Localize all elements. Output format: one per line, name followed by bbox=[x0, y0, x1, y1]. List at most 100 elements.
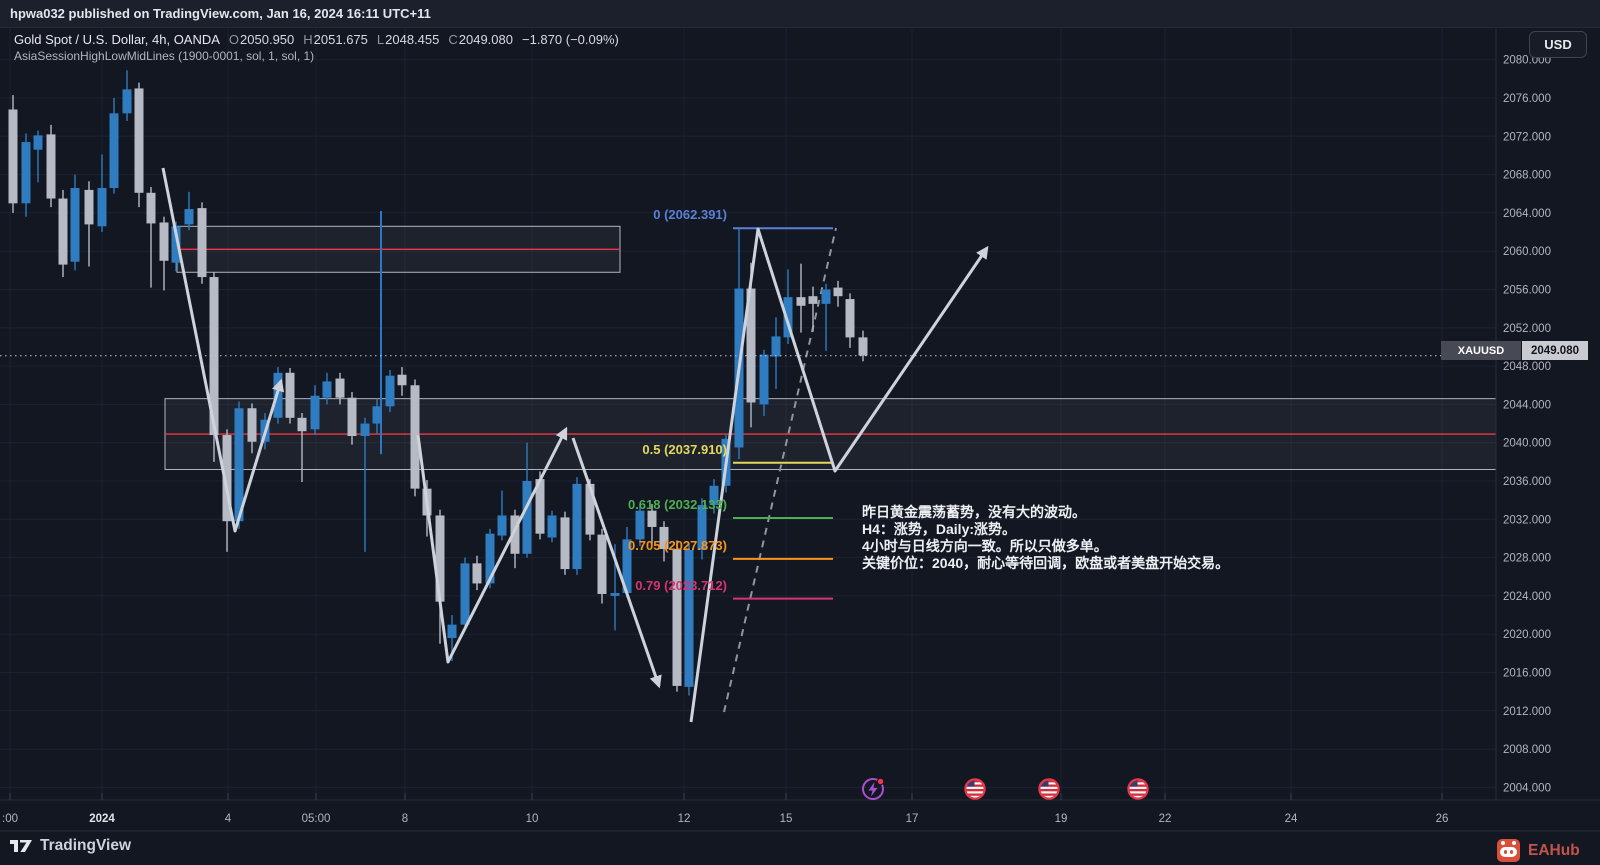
svg-text:2004.000: 2004.000 bbox=[1503, 782, 1551, 794]
candle bbox=[247, 408, 257, 442]
ohlc-low: L2048.455 bbox=[376, 32, 440, 47]
candle bbox=[572, 483, 582, 570]
svg-text:2032.000: 2032.000 bbox=[1503, 514, 1551, 526]
candle bbox=[146, 192, 156, 224]
svg-text:19: 19 bbox=[1055, 813, 1068, 825]
tradingview-logo[interactable]: TradingView bbox=[10, 837, 131, 855]
candle bbox=[547, 515, 557, 538]
svg-text:12: 12 bbox=[678, 813, 691, 825]
candle bbox=[635, 510, 645, 540]
indicator-row[interactable]: AsiaSessionHighLowMidLines (1900-0001, s… bbox=[14, 49, 315, 63]
us-economic-event-icon[interactable] bbox=[964, 778, 986, 800]
svg-text:17: 17 bbox=[906, 813, 919, 825]
economic-event-flash-icon[interactable] bbox=[862, 777, 885, 800]
candle bbox=[672, 548, 682, 686]
price-axis[interactable]: 2080.000 2076.000 2072.000 2068.000 2064.000… bbox=[1503, 55, 1551, 795]
time-axis[interactable]: :00 2024 4 05:00 8 10 12 15 17 19 22 24 26 bbox=[2, 793, 1448, 825]
candle bbox=[234, 408, 244, 522]
candle bbox=[134, 88, 144, 193]
last-price-symbol-tag: XAUUSD bbox=[1441, 341, 1521, 360]
candle bbox=[510, 515, 520, 554]
candle bbox=[709, 485, 719, 505]
candle bbox=[46, 134, 56, 199]
candle bbox=[833, 287, 843, 297]
candle bbox=[659, 526, 669, 549]
analysis-annotation[interactable]: 昨日黄金震荡蓄势，没有大的波动。 H4：涨势，Daily:涨势。 4小时与日线方… bbox=[862, 504, 1229, 572]
candle bbox=[783, 297, 793, 338]
candle bbox=[335, 378, 345, 398]
symbol-header[interactable]: Gold Spot / U.S. Dollar, 4h, OANDA O2050… bbox=[14, 32, 619, 47]
candle bbox=[585, 483, 595, 535]
svg-text:2040.000: 2040.000 bbox=[1503, 438, 1551, 450]
svg-text:10: 10 bbox=[526, 813, 539, 825]
candle bbox=[70, 188, 80, 262]
candle bbox=[360, 423, 370, 436]
candle bbox=[33, 135, 43, 150]
trend-arrow[interactable] bbox=[161, 167, 285, 533]
candle bbox=[197, 208, 207, 278]
tradingview-logo-icon bbox=[10, 840, 32, 852]
candle bbox=[310, 395, 320, 430]
svg-text:2080.000: 2080.000 bbox=[1503, 55, 1551, 67]
eahub-robot-icon bbox=[1497, 839, 1520, 862]
fib-level-label[interactable]: 0.79 (2023.712) bbox=[635, 577, 727, 593]
ohlc-close: C2049.080 bbox=[448, 32, 513, 47]
trend-arrow[interactable] bbox=[571, 437, 662, 689]
candle bbox=[684, 549, 694, 687]
publish-bar: hpwa032 published on TradingView.com, Ja… bbox=[0, 0, 1600, 28]
us-economic-event-icon[interactable] bbox=[1127, 778, 1149, 800]
us-economic-event-icon[interactable] bbox=[1038, 778, 1060, 800]
candle bbox=[372, 406, 382, 424]
candle bbox=[771, 336, 781, 357]
svg-text:24: 24 bbox=[1285, 813, 1298, 825]
candle bbox=[410, 385, 420, 489]
svg-text:05:00: 05:00 bbox=[302, 813, 331, 825]
svg-text:8: 8 bbox=[402, 813, 408, 825]
candle bbox=[184, 209, 194, 225]
candle bbox=[597, 534, 607, 594]
currency-toggle-button[interactable]: USD bbox=[1529, 31, 1587, 58]
svg-text:2024.000: 2024.000 bbox=[1503, 591, 1551, 603]
candle bbox=[322, 381, 332, 398]
candle bbox=[385, 375, 395, 407]
svg-text:2024: 2024 bbox=[89, 813, 115, 825]
candle bbox=[159, 222, 169, 261]
trend-arrow[interactable] bbox=[689, 227, 989, 723]
svg-text:4: 4 bbox=[225, 813, 232, 825]
candle bbox=[84, 189, 94, 225]
svg-text::00: :00 bbox=[2, 813, 18, 825]
candle bbox=[447, 624, 457, 639]
svg-text:2012.000: 2012.000 bbox=[1503, 706, 1551, 718]
candle bbox=[21, 142, 31, 204]
fib-level-label[interactable]: 0.5 (2037.910) bbox=[642, 441, 727, 457]
svg-text:2008.000: 2008.000 bbox=[1503, 744, 1551, 756]
svg-text:2064.000: 2064.000 bbox=[1503, 208, 1551, 220]
annotation-line: H4：涨势，Daily:涨势。 bbox=[862, 521, 1017, 537]
ohlc-open: O2050.950 bbox=[228, 32, 295, 47]
fib-level-label[interactable]: 0 (2062.391) bbox=[653, 207, 727, 223]
supply-zone-box[interactable] bbox=[176, 225, 621, 273]
svg-text:2056.000: 2056.000 bbox=[1503, 285, 1551, 297]
candle bbox=[759, 354, 769, 405]
fib-level-label[interactable]: 0.618 (2032.133) bbox=[627, 497, 727, 513]
candle bbox=[297, 417, 307, 432]
svg-text:2060.000: 2060.000 bbox=[1503, 246, 1551, 258]
fib-retracement-lines[interactable] bbox=[733, 227, 833, 600]
fib-level-label[interactable]: 0.705 (2027.873) bbox=[627, 537, 727, 553]
eahub-branding[interactable]: EAHub bbox=[1497, 839, 1580, 862]
candle bbox=[845, 299, 855, 338]
candle bbox=[485, 533, 495, 584]
price-change: −1.870 (−0.09%) bbox=[522, 32, 619, 47]
svg-text:2036.000: 2036.000 bbox=[1503, 476, 1551, 488]
eahub-label: EAHub bbox=[1528, 841, 1580, 859]
ohlc-high: H2051.675 bbox=[303, 32, 368, 47]
dashed-trendline[interactable] bbox=[723, 227, 837, 713]
candle bbox=[285, 372, 295, 418]
candle bbox=[560, 517, 570, 570]
symbol-title[interactable]: Gold Spot / U.S. Dollar, 4h, OANDA bbox=[14, 32, 220, 47]
trend-arrow[interactable] bbox=[416, 426, 568, 664]
candle bbox=[622, 539, 632, 594]
candle bbox=[808, 296, 818, 304]
svg-text:2068.000: 2068.000 bbox=[1503, 170, 1551, 182]
